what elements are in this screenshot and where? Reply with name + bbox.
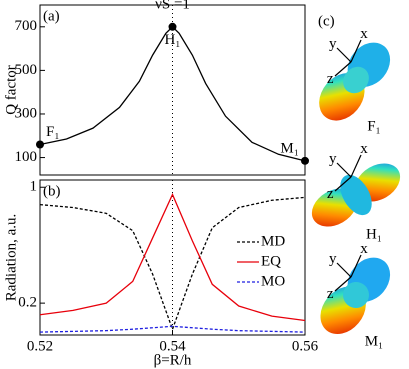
axis-label: y (329, 36, 337, 52)
y-tick-label: 700 (15, 18, 38, 34)
axis-arrow (336, 262, 352, 278)
axis-label: x (360, 26, 368, 42)
legend-label: MD (261, 233, 285, 249)
series-line (39, 192, 306, 322)
y-tick-label: 0.2 (18, 295, 37, 311)
shape-label: M₁ (365, 333, 384, 349)
axis-arrow (350, 254, 362, 278)
y-tick-label: 1 (30, 179, 38, 195)
panel-label: (c) (318, 13, 335, 29)
axis-arrow (334, 276, 352, 292)
y-axis-label: Radiation, a.u. (3, 214, 19, 301)
axis-arrow (336, 47, 352, 63)
y-tick-label: 500 (15, 62, 38, 78)
y-axis-label: Q factor (3, 65, 19, 115)
point-marker (301, 156, 309, 165)
point-label: F₁ (46, 124, 60, 140)
annotation: νS =1 (155, 0, 190, 12)
x-tick-label: 0.54 (159, 338, 186, 354)
axis-label: y (329, 251, 337, 267)
series-line (39, 325, 306, 333)
axis-label: z (327, 186, 334, 202)
x-tick-label: 0.56 (292, 338, 319, 354)
axis-label: x (360, 141, 368, 157)
legend-label: MO (261, 273, 285, 289)
axis-label: x (360, 241, 368, 257)
point-label: H₁ (164, 32, 180, 48)
axis-arrow (334, 61, 352, 77)
point-marker (36, 140, 44, 149)
x-tick-label: 0.52 (27, 338, 53, 354)
axis-label: z (327, 286, 334, 302)
axis-arrow (350, 39, 362, 63)
legend-label: EQ (261, 253, 281, 269)
axis-arrow (350, 154, 362, 178)
point-label: M₁ (280, 140, 299, 156)
axis-label: z (327, 71, 334, 87)
shape-label: F₁ (367, 118, 381, 134)
series-line (39, 196, 306, 332)
y-tick-label: 300 (15, 105, 38, 121)
axis-arrow (334, 176, 352, 192)
x-axis-label: β=R/h (154, 352, 192, 368)
point-marker (168, 22, 177, 31)
panel-label: (a) (43, 8, 60, 24)
axis-label: y (329, 151, 337, 167)
axis-arrow (336, 162, 352, 178)
shape-label: H₁ (366, 226, 382, 242)
y-tick-label: 100 (15, 149, 38, 165)
panel-label: (b) (43, 183, 61, 199)
